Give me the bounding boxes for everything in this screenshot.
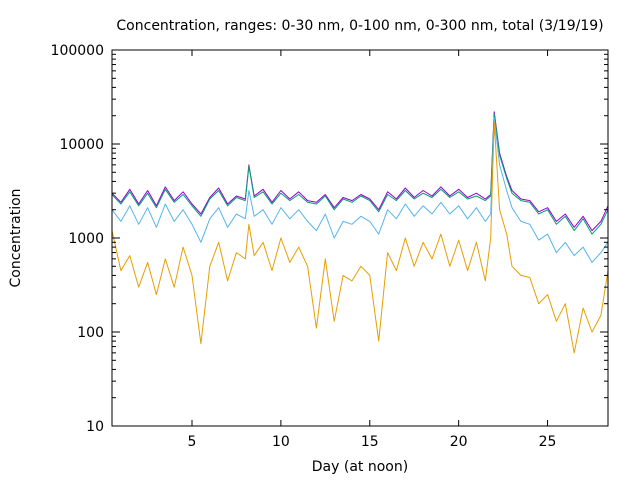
y-axis-label: Concentration: [8, 188, 24, 287]
x-tick-label: 15: [361, 434, 379, 450]
x-tick-label: 5: [188, 434, 197, 450]
plot-frame: [111, 49, 609, 427]
y-axis: 10 100 1000 10000 100000: [51, 43, 608, 435]
chart-title: Concentration, ranges: 0-30 nm, 0-100 nm…: [116, 18, 603, 34]
y-tick-label: 100: [77, 325, 104, 341]
series-line-2: [111, 113, 609, 235]
series-line-3: [111, 117, 609, 263]
y-tick-label: 10000: [59, 137, 104, 153]
x-tick-label: 25: [539, 434, 557, 450]
x-axis-label: Day (at noon): [312, 459, 408, 475]
x-tick-label: 10: [272, 434, 290, 450]
plot-lines: [111, 111, 609, 354]
y-tick-label: 100000: [51, 43, 104, 59]
series-line-1: [111, 111, 609, 232]
x-axis: 5 10 15 20 25: [188, 50, 557, 450]
series-line-4: [111, 121, 609, 354]
y-tick-label: 1000: [68, 231, 104, 247]
y-tick-label: 10: [86, 419, 104, 435]
x-tick-label: 20: [450, 434, 468, 450]
